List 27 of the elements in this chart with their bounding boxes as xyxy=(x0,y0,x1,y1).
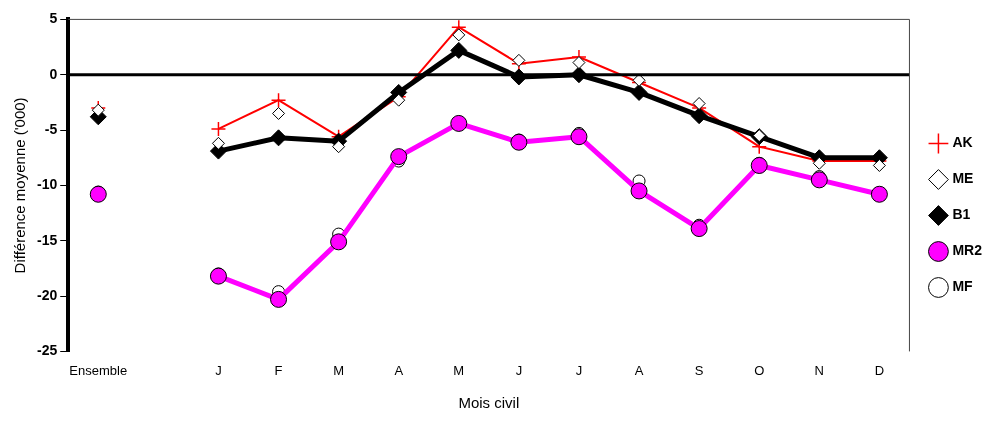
y-tick-label: -20 xyxy=(37,286,58,303)
x-tick-label: J xyxy=(515,362,523,378)
legend-label: B1 xyxy=(952,206,971,223)
x-tick-label: N xyxy=(814,362,825,378)
legend-label: AK xyxy=(952,134,973,151)
y-tick-label: -10 xyxy=(37,176,58,193)
y-tick-label: 0 xyxy=(49,65,58,82)
x-tick-label: D xyxy=(874,362,885,378)
x-tick-label: O xyxy=(754,362,765,378)
x-tick-label: Ensemble xyxy=(69,362,128,378)
x-tick-label: A xyxy=(634,362,644,378)
x-axis-title: Mois civil xyxy=(458,394,520,412)
x-tick-label: M xyxy=(333,362,345,378)
y-tick-label: 5 xyxy=(49,10,58,27)
x-tick-label: M xyxy=(453,362,465,378)
y-axis-title: Différence moyenne ('000) xyxy=(11,97,29,274)
y-tick-label: -15 xyxy=(37,231,58,248)
x-tick-label: J xyxy=(215,362,222,378)
x-tick-label: J xyxy=(575,362,583,378)
y-tick-label: -25 xyxy=(37,342,58,359)
x-tick-label: F xyxy=(274,362,283,378)
legend-label: MR2 xyxy=(952,242,983,259)
legend-label: ME xyxy=(952,170,974,187)
x-tick-label: S xyxy=(694,362,704,378)
y-tick-label: -5 xyxy=(44,120,58,137)
x-tick-label: A xyxy=(394,362,404,378)
legend-label: MF xyxy=(952,278,974,295)
